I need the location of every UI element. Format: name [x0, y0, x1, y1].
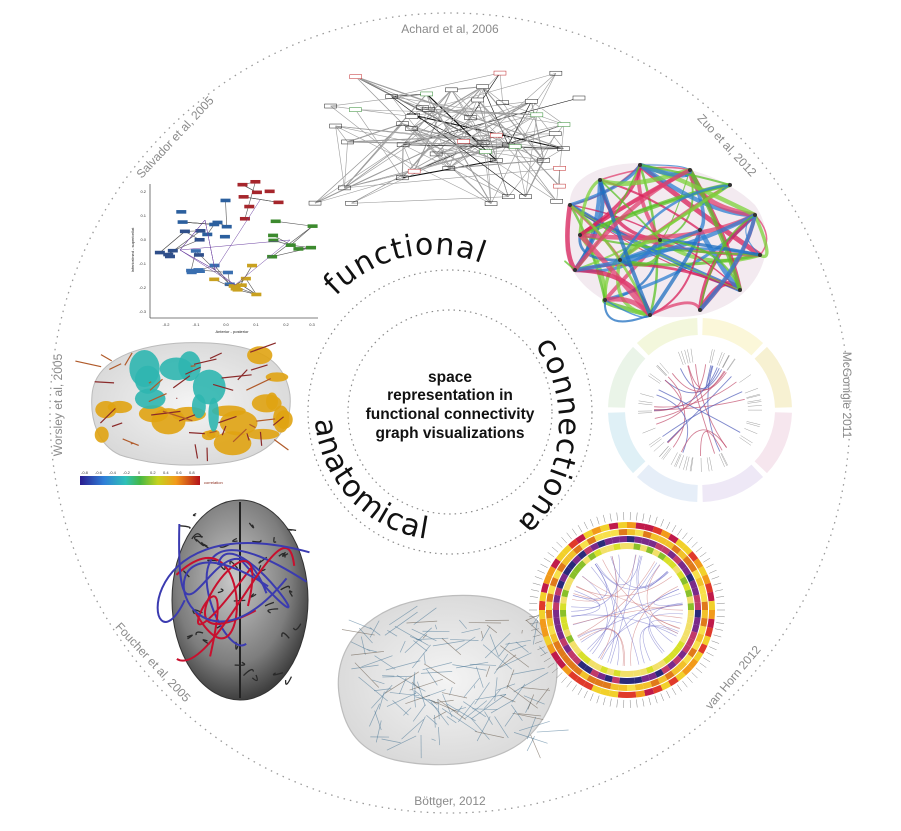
vanhorn-circular-graph: [529, 512, 725, 708]
center-line-3: functional connectivity: [366, 406, 535, 423]
x-tick: -0.2: [163, 322, 171, 327]
colorbar-tick: -0.2: [123, 470, 131, 475]
y-tick: 0.0: [140, 237, 146, 242]
y-tick: 0.2: [140, 189, 146, 194]
salvador-y-axis-label: Inferior/med - superior/lat: [130, 227, 135, 273]
citation-mcgonigle: McGonigle 2011: [840, 352, 854, 439]
citation-worsley: Worsley et al, 2005: [51, 353, 65, 456]
y-tick: -0.2: [139, 285, 147, 290]
x-tick: 0.0: [223, 322, 229, 327]
outer-dotted-circle: [49, 12, 851, 814]
citation-zuo: Zuo et al, 2012: [695, 111, 760, 179]
colorbar-tick: -0.4: [109, 470, 117, 475]
citation-achard: Achard et al, 2006: [401, 22, 499, 36]
bottger-glass-brain: [337, 594, 569, 766]
axis-word-functional: functional: [317, 227, 491, 302]
inner-dotted-circle: [347, 309, 553, 515]
colorbar-tick: -0.6: [95, 470, 103, 475]
salvador-network-plot: -0.2 -0.1 0.0 0.1 0.2 0.3 0.2 0.1 0.0 -0…: [130, 179, 318, 334]
axis-word-connectional: connectional: [0, 0, 586, 542]
middle-dotted-circle: [307, 269, 593, 555]
colorbar-tick: 0.6: [176, 470, 182, 475]
salvador-y-ticks: 0.2 0.1 0.0 -0.1 -0.2 -0.3: [139, 189, 147, 314]
x-tick: 0.3: [309, 322, 315, 327]
colorbar-tick: 0.8: [189, 470, 195, 475]
worsley-brain-image: -0.8 -0.6 -0.4 -0.2 0 0.2 0.4 0.6 0.8 co…: [75, 342, 293, 485]
colorbar-tick: 0.2: [150, 470, 156, 475]
worsley-colorbar-label: correlation: [204, 480, 223, 485]
y-tick: 0.1: [140, 213, 146, 218]
worsley-colorbar-ticks: -0.8 -0.6 -0.4 -0.2 0 0.2 0.4 0.6 0.8: [81, 470, 195, 475]
x-tick: 0.2: [283, 322, 289, 327]
foucher-brain-image: [156, 499, 310, 701]
colorbar-tick: 0: [138, 470, 141, 475]
center-line-2: representation in: [387, 387, 513, 404]
center-line-4: graph visualizations: [375, 425, 524, 442]
x-tick: 0.1: [253, 322, 259, 327]
mcgonigle-circular-graph: [608, 318, 792, 502]
citation-bottger: Böttger, 2012: [414, 794, 486, 808]
x-tick: -0.1: [193, 322, 201, 327]
center-title: space representation in functional conne…: [366, 369, 535, 442]
colorbar-tick: 0.4: [163, 470, 169, 475]
salvador-x-axis-label: Anterior - posterior: [215, 329, 249, 334]
y-tick: -0.1: [139, 261, 147, 266]
colorbar-tick: -0.8: [81, 470, 89, 475]
zuo-bundle-graph: [564, 162, 769, 323]
citation-salvador: Salvador et al, 2005: [134, 93, 217, 181]
achard-network-image: [308, 70, 586, 206]
citation-vanhorn: van Horn 2012: [702, 643, 764, 713]
y-tick: -0.3: [139, 309, 147, 314]
worsley-colorbar: [80, 476, 200, 485]
salvador-x-ticks: -0.2 -0.1 0.0 0.1 0.2 0.3: [163, 322, 316, 327]
center-line-1: space: [428, 369, 472, 386]
